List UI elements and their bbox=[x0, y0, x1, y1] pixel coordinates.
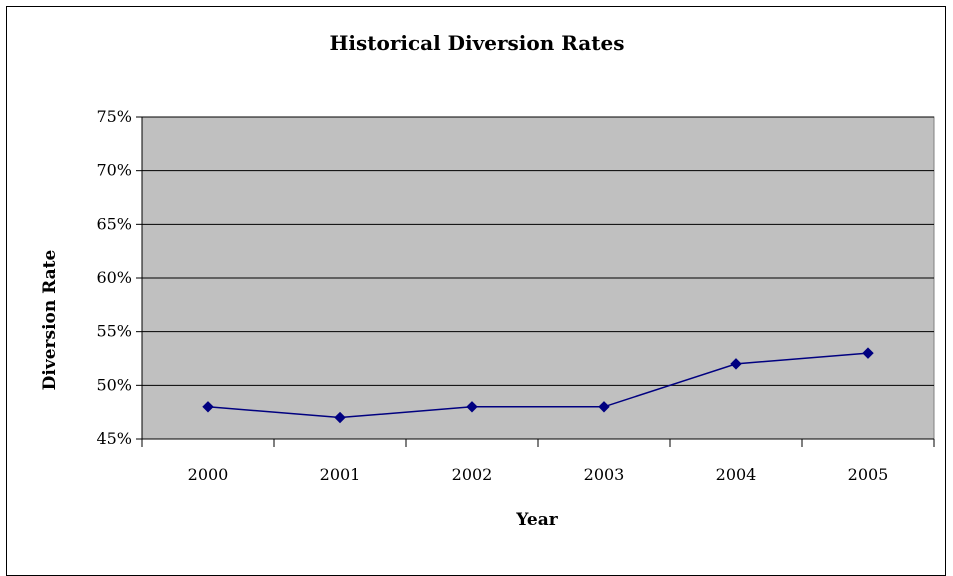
data-point bbox=[334, 411, 346, 424]
y-axis-title: Diversion Rate bbox=[40, 249, 60, 390]
series-line bbox=[207, 352, 869, 419]
data-point bbox=[466, 401, 478, 413]
plot-area: 45% 50% 55% 60% 65% 70% 75% 2000 2001 2002 2003 200… bbox=[96, 107, 935, 484]
x-tick-label: 2000 bbox=[188, 465, 229, 484]
x-axis-title: Year bbox=[515, 510, 558, 530]
x-tick-label: 2003 bbox=[584, 465, 625, 484]
data-point bbox=[202, 401, 214, 413]
y-tick-label: 50% bbox=[96, 375, 132, 394]
chart-title: Historical Diversion Rates bbox=[330, 31, 625, 55]
x-tick-label: 2004 bbox=[716, 465, 757, 484]
x-tick-label: 2001 bbox=[320, 465, 361, 484]
data-point bbox=[598, 401, 610, 413]
y-tick-label: 60% bbox=[96, 268, 132, 287]
x-tick-label: 2002 bbox=[452, 465, 493, 484]
y-tick-label: 55% bbox=[96, 322, 132, 341]
y-tick-label: 45% bbox=[96, 429, 132, 448]
data-point bbox=[862, 347, 874, 359]
y-tick-label: 65% bbox=[96, 214, 132, 233]
x-tick-label: 2005 bbox=[848, 465, 889, 484]
y-tick-label: 70% bbox=[96, 161, 132, 180]
data-point bbox=[730, 358, 742, 370]
y-tick-label: 75% bbox=[96, 107, 132, 126]
